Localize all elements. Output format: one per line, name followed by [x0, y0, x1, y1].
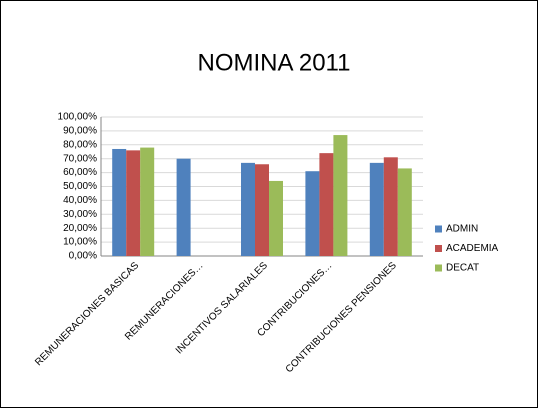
legend-swatch — [435, 225, 442, 233]
y-tick-label: 10,00% — [63, 237, 97, 248]
legend-swatch — [435, 245, 442, 252]
y-tick-label: 20,00% — [63, 223, 97, 234]
legend-swatch — [435, 264, 442, 272]
bar — [255, 164, 269, 256]
bar — [305, 171, 320, 256]
y-tick-label: 100,00% — [58, 112, 98, 123]
bar — [333, 135, 348, 256]
bar — [397, 168, 412, 256]
bar — [241, 162, 255, 256]
y-tick-label: 70,00% — [63, 153, 97, 164]
y-tick-label: 0,00% — [69, 251, 97, 262]
y-tick-label: 40,00% — [63, 195, 97, 206]
bar — [319, 153, 334, 256]
chart-title: NOMINA 2011 — [198, 49, 351, 76]
y-tick-label: 80,00% — [63, 139, 97, 150]
legend-label: ADMIN — [446, 224, 478, 235]
legend-label: ACADEMIA — [446, 243, 499, 254]
y-tick-label: 30,00% — [63, 209, 97, 220]
y-tick-label: 60,00% — [63, 167, 97, 178]
legend-label: DECAT — [446, 263, 479, 274]
bar — [126, 150, 141, 256]
y-tick-label: 90,00% — [63, 126, 97, 137]
bar — [369, 162, 384, 256]
bar — [383, 157, 398, 256]
bar — [176, 158, 191, 256]
bar — [140, 147, 155, 256]
bar — [269, 180, 283, 256]
bar — [112, 148, 127, 256]
y-tick-label: 50,00% — [63, 181, 97, 192]
